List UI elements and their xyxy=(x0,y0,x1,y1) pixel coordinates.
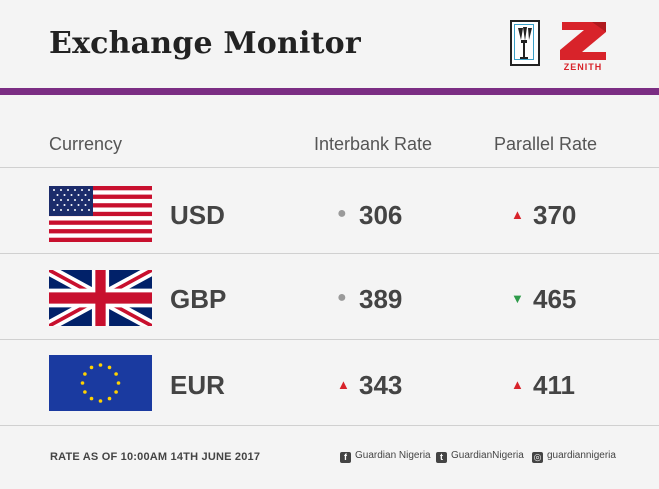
flat-indicator-icon: ● xyxy=(337,205,347,223)
interbank-rate: ● 306 xyxy=(337,200,403,230)
currency-code: USD xyxy=(170,200,225,230)
divider xyxy=(0,167,659,168)
divider xyxy=(0,253,659,254)
us-flag-icon xyxy=(49,186,152,242)
social-instagram[interactable]: ◎ guardiannigeria xyxy=(532,450,616,463)
currency-code: EUR xyxy=(170,370,225,400)
zenith-text: ZENITH xyxy=(563,62,603,72)
column-header-interbank: Interbank Rate xyxy=(314,134,433,154)
sponsor-logos: ZENITH xyxy=(508,18,618,76)
divider xyxy=(0,425,659,426)
interbank-rate: ▲ 343 xyxy=(337,370,403,400)
header: Exchange Monitor ZENITH xyxy=(0,0,659,88)
up-arrow-icon: ▲ xyxy=(511,376,524,392)
page-title: Exchange Monitor xyxy=(49,26,361,61)
column-header-currency: Currency xyxy=(49,134,123,154)
column-header-parallel: Parallel Rate xyxy=(494,134,598,154)
zenith-bank-logo: ZENITH xyxy=(552,18,614,76)
parallel-rate: ▲ 370 xyxy=(511,200,577,230)
down-arrow-icon: ▼ xyxy=(511,290,524,306)
uk-flag-icon xyxy=(49,270,152,326)
eu-flag-icon xyxy=(49,355,152,411)
interbank-rate: ● 389 xyxy=(337,284,403,314)
currency-code: GBP xyxy=(170,284,227,314)
twitter-icon: t xyxy=(436,452,447,463)
up-arrow-icon: ▲ xyxy=(511,206,524,222)
table-row: GBP ● 389 ▼ 465 xyxy=(0,254,659,338)
up-arrow-icon: ▲ xyxy=(337,376,350,392)
instagram-icon: ◎ xyxy=(532,452,543,463)
divider xyxy=(0,339,659,340)
parallel-rate: ▼ 465 xyxy=(511,284,577,314)
social-twitter[interactable]: t GuardianNigeria xyxy=(436,450,524,463)
header-accent-bar xyxy=(0,88,659,95)
flat-indicator-icon: ● xyxy=(337,289,347,307)
torch-emblem-icon xyxy=(508,18,542,72)
social-facebook[interactable]: f Guardian Nigeria xyxy=(340,450,431,463)
parallel-rate: ▲ 411 xyxy=(511,370,575,400)
table-row: USD ● 306 ▲ 370 xyxy=(0,168,659,252)
facebook-icon: f xyxy=(340,452,351,463)
table-row: EUR ▲ 343 ▲ 411 xyxy=(0,340,659,424)
rate-timestamp: RATE AS OF 10:00AM 14TH JUNE 2017 xyxy=(50,451,261,463)
